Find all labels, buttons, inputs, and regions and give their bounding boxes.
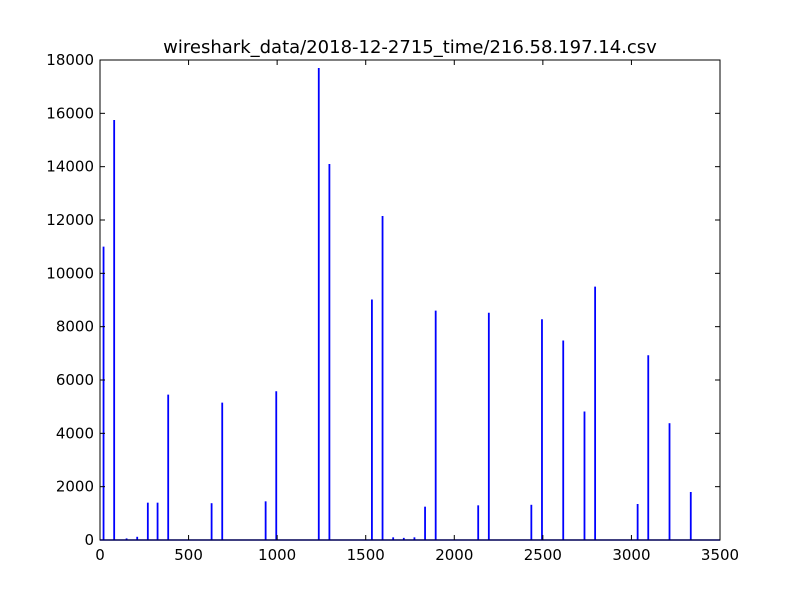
y-tick-label: 10000 — [46, 264, 94, 282]
plot-frame — [99, 59, 721, 541]
x-tick-label: 1500 — [347, 546, 385, 564]
x-tick-label: 0 — [95, 546, 105, 564]
y-tick-label: 2000 — [56, 478, 94, 496]
x-axis: 0 500 1000 1500 2000 2500 3000 3500 — [95, 60, 739, 564]
x-tick-label: 1000 — [258, 546, 296, 564]
y-tick-label: 16000 — [46, 104, 94, 122]
y-tick-label: 8000 — [56, 318, 94, 336]
y-axis: 0 2000 4000 6000 8000 10000 12000 14000 16000 180… — [46, 51, 720, 549]
x-tick-label: 2500 — [524, 546, 562, 564]
bars-group — [100, 68, 720, 541]
x-tick-label: 3000 — [612, 546, 650, 564]
x-tick-label: 2000 — [435, 546, 473, 564]
y-tick-label: 4000 — [56, 424, 94, 442]
y-tick-label: 14000 — [46, 158, 94, 176]
chart-title: wireshark_data/2018-12-2715_time/216.58.… — [163, 37, 657, 58]
y-tick-label: 18000 — [46, 51, 94, 69]
y-tick-label: 6000 — [56, 371, 94, 389]
y-tick-label: 0 — [84, 531, 94, 549]
y-tick-label: 12000 — [46, 211, 94, 229]
x-tick-label: 500 — [174, 546, 203, 564]
x-tick-label: 3500 — [701, 546, 739, 564]
